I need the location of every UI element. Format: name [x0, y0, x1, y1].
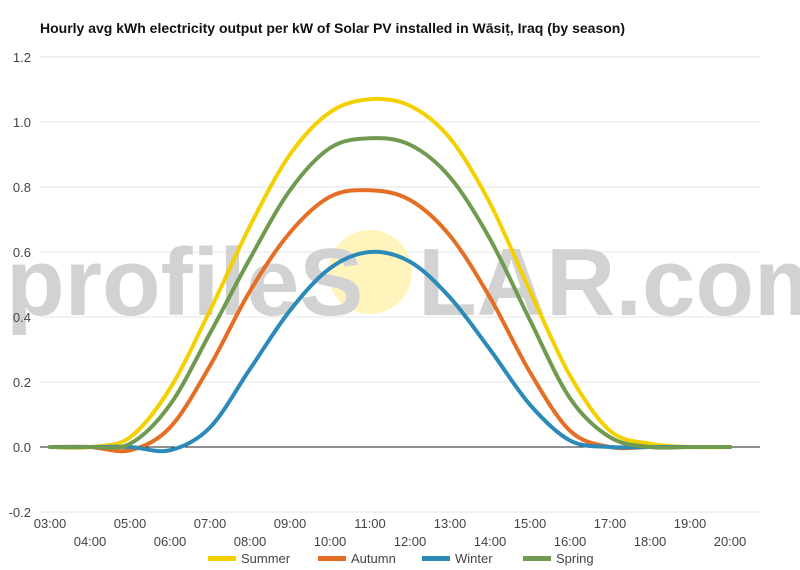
- x-tick-label: 05:00: [114, 516, 147, 531]
- legend: Summer Autumn Winter Spring: [208, 551, 594, 566]
- watermark-text-right: LAR.com: [418, 229, 800, 336]
- legend-item-winter: Winter: [422, 551, 493, 566]
- y-tick-label: 1.2: [13, 50, 31, 65]
- chart-title: Hourly avg kWh electricity output per kW…: [40, 20, 625, 36]
- x-tick-label: 13:00: [434, 516, 467, 531]
- legend-item-autumn: Autumn: [318, 551, 396, 566]
- watermark-sun: [328, 230, 412, 314]
- x-tick-label: 12:00: [394, 534, 427, 549]
- x-tick-label: 10:00: [314, 534, 347, 549]
- y-tick-label: 0.0: [13, 440, 31, 455]
- legend-swatch: [523, 556, 551, 561]
- watermark-text-left: profileS: [6, 229, 363, 336]
- x-tick-label: 03:00: [34, 516, 67, 531]
- x-tick-label: 17:00: [594, 516, 627, 531]
- series-line-spring: [48, 136, 732, 450]
- series-layer: [48, 96, 732, 454]
- y-tick-label: 1.0: [13, 115, 31, 130]
- y-tick-label: 0.4: [13, 310, 31, 325]
- legend-swatch: [318, 556, 346, 561]
- series-line-winter: [48, 249, 732, 454]
- watermark-layer: profileS LAR.com: [6, 229, 800, 336]
- legend-item-spring: Spring: [523, 551, 594, 566]
- x-tick-label: 09:00: [274, 516, 307, 531]
- legend-label: Autumn: [351, 551, 396, 566]
- x-tick-label: 18:00: [634, 534, 667, 549]
- x-tick-label: 16:00: [554, 534, 587, 549]
- y-tick-label: 0.6: [13, 245, 31, 260]
- legend-swatch: [422, 556, 450, 561]
- x-tick-label: 14:00: [474, 534, 507, 549]
- series-line-summer: [48, 96, 732, 450]
- x-tick-label: 11:00: [354, 516, 386, 531]
- x-tick-label: 06:00: [154, 534, 187, 549]
- x-tick-label: 15:00: [514, 516, 547, 531]
- x-tick-label: 19:00: [674, 516, 707, 531]
- legend-label: Winter: [455, 551, 493, 566]
- x-tick-label: 04:00: [74, 534, 107, 549]
- x-tick-label: 07:00: [194, 516, 227, 531]
- y-tick-label: 0.8: [13, 180, 31, 195]
- y-tick-label: -0.2: [9, 505, 31, 520]
- x-tick-labels: 03:00 05:00 07:00 09:00 11:00 13:00 15:00 17:00…: [34, 516, 747, 549]
- legend-label: Summer: [241, 551, 291, 566]
- x-tick-label: 08:00: [234, 534, 267, 549]
- legend-swatch: [208, 556, 236, 561]
- legend-item-summer: Summer: [208, 551, 291, 566]
- x-tick-label: 20:00: [714, 534, 747, 549]
- legend-label: Spring: [556, 551, 594, 566]
- y-tick-label: 0.2: [13, 375, 31, 390]
- y-tick-labels: -0.2 0.0 0.2 0.4 0.6 0.8 1.0 1.2: [9, 50, 31, 520]
